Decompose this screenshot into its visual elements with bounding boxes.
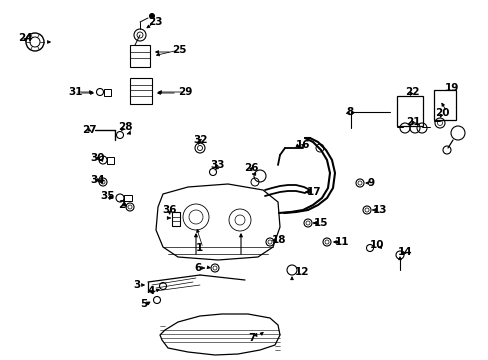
Text: 2: 2: [118, 200, 125, 210]
Text: 5: 5: [140, 299, 147, 309]
Text: 20: 20: [434, 108, 448, 118]
Text: 26: 26: [244, 163, 258, 173]
Text: 34: 34: [90, 175, 104, 185]
Text: 4: 4: [148, 286, 155, 296]
Text: 24: 24: [18, 33, 33, 43]
Bar: [396, 96, 422, 126]
Text: 7: 7: [247, 333, 255, 343]
Text: 13: 13: [372, 205, 386, 215]
Text: 25: 25: [172, 45, 186, 55]
Circle shape: [149, 13, 154, 18]
Bar: [124, 195, 132, 201]
Text: 21: 21: [405, 117, 420, 127]
Text: 16: 16: [295, 140, 310, 150]
Text: 6: 6: [194, 263, 201, 273]
Text: 33: 33: [209, 160, 224, 170]
Bar: [130, 78, 152, 104]
Text: 17: 17: [306, 187, 321, 197]
Text: 36: 36: [162, 205, 176, 215]
Text: 27: 27: [82, 125, 97, 135]
Bar: [433, 90, 455, 120]
Text: 3: 3: [133, 280, 140, 290]
Text: 35: 35: [100, 191, 114, 201]
Text: 18: 18: [271, 235, 286, 245]
Text: 28: 28: [118, 122, 132, 132]
Text: 32: 32: [193, 135, 207, 145]
Bar: [130, 45, 150, 67]
Text: 8: 8: [346, 107, 352, 117]
Text: 15: 15: [313, 218, 328, 228]
Text: 14: 14: [397, 247, 412, 257]
Text: 12: 12: [294, 267, 309, 277]
Text: 11: 11: [334, 237, 349, 247]
Text: 22: 22: [404, 87, 419, 97]
Bar: [107, 157, 114, 164]
Bar: [172, 212, 180, 226]
Text: 10: 10: [369, 240, 384, 250]
Text: 23: 23: [148, 17, 162, 27]
Bar: [104, 89, 111, 96]
Text: 31: 31: [68, 87, 82, 97]
Text: 30: 30: [90, 153, 104, 163]
Text: 19: 19: [444, 83, 458, 93]
Text: 29: 29: [178, 87, 192, 97]
Text: 9: 9: [366, 178, 373, 188]
Text: 1: 1: [196, 243, 203, 253]
